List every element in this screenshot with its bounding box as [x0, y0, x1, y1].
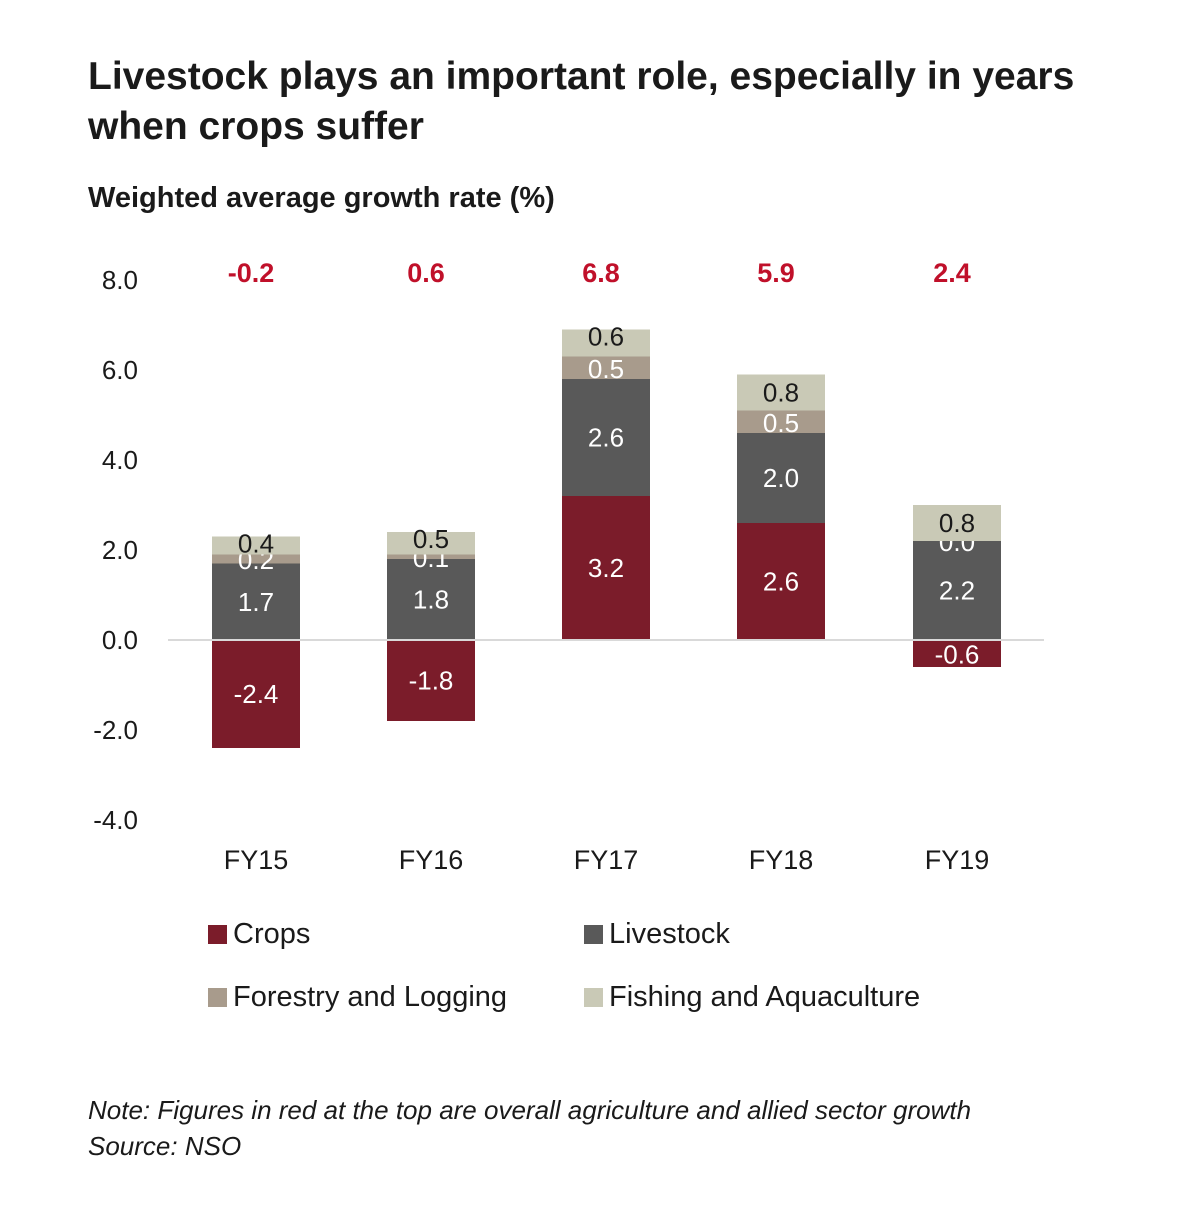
note-text: Note: Figures in red at the top are over…: [88, 1095, 972, 1125]
bar-segment-crops: [913, 640, 1001, 667]
segment-label: 0.8: [939, 508, 975, 538]
total-growth-label: 2.4: [933, 258, 971, 288]
legend-label-forestry: Forestry and Logging: [233, 981, 508, 1013]
x-tick-label: FY18: [749, 845, 814, 875]
source-text: Source: NSO: [88, 1131, 242, 1161]
segment-label: 2.6: [763, 567, 799, 597]
segment-label: 2.0: [763, 463, 799, 493]
total-growth-label: 6.8: [582, 258, 620, 288]
segment-label: 0.4: [238, 529, 274, 559]
bar-segment-fishing-and-aquaculture: [562, 329, 650, 357]
segment-label: 0.5: [413, 524, 449, 554]
legend-label-fishing: Fishing and Aquaculture: [609, 981, 921, 1013]
chart-title: Livestock plays an important role, espec…: [88, 55, 1075, 148]
bar-segment-fishing-and-aquaculture: [212, 536, 300, 555]
x-tick-label: FY15: [224, 845, 289, 875]
legend-swatch-livestock: [584, 925, 603, 944]
bar-segment-crops: [212, 640, 300, 748]
bar-segment-fishing-and-aquaculture: [913, 505, 1001, 541]
stacked-bar-chart: 8.06.04.02.00.0-2.0-4.0-2.41.70.20.4FY15…: [93, 258, 1044, 875]
y-tick-label: 4.0: [102, 445, 138, 475]
segment-label: 1.8: [413, 585, 449, 615]
legend-item-fishing: Fishing and Aquaculture: [584, 981, 920, 1014]
x-tick-label: FY16: [399, 845, 464, 875]
legend-item-forestry: Forestry and Logging: [208, 981, 507, 1014]
y-tick-label: 0.0: [102, 625, 138, 655]
segment-label: 0.8: [763, 378, 799, 408]
segment-label: -1.8: [409, 666, 454, 696]
bar-segment-livestock: [737, 433, 825, 523]
segment-label: 2.6: [588, 423, 624, 453]
x-tick-label: FY17: [574, 845, 639, 875]
legend-swatch-crops: [208, 925, 227, 944]
legend-swatch-forestry: [208, 988, 227, 1007]
bar-segment-forestry-and-logging: [387, 554, 475, 559]
bar-segment-crops: [387, 640, 475, 721]
segment-label: 2.2: [939, 576, 975, 606]
segment-label: 0.5: [588, 354, 624, 384]
total-growth-label: -0.2: [228, 258, 275, 288]
footnote: Note: Figures in red at the top are over…: [88, 1092, 1188, 1164]
segment-label: 0.5: [763, 408, 799, 438]
bar-segment-crops: [562, 496, 650, 640]
bar-segment-fishing-and-aquaculture: [737, 374, 825, 411]
bar-segment-crops: [737, 523, 825, 640]
segment-label: 3.2: [588, 553, 624, 583]
bar-segment-livestock: [387, 559, 475, 640]
bar-segment-forestry-and-logging: [212, 554, 300, 564]
total-growth-label: 0.6: [407, 258, 445, 288]
legend-swatch-fishing: [584, 988, 603, 1007]
legend-item-livestock: Livestock: [584, 918, 730, 951]
legend-label-livestock: Livestock: [609, 918, 730, 950]
legend-item-crops: Crops: [208, 918, 310, 951]
total-growth-label: 5.9: [757, 258, 795, 288]
bar-segment-livestock: [913, 541, 1001, 640]
bar-segment-fishing-and-aquaculture: [387, 532, 475, 555]
y-tick-label: 8.0: [102, 265, 138, 295]
bar-segment-livestock: [212, 563, 300, 640]
x-tick-label: FY19: [925, 845, 990, 875]
segment-label: -0.6: [935, 640, 980, 670]
bar-segment-livestock: [562, 379, 650, 496]
y-tick-label: -4.0: [93, 805, 138, 835]
segment-label: 0.6: [588, 322, 624, 352]
y-tick-label: 2.0: [102, 535, 138, 565]
y-tick-label: 6.0: [102, 355, 138, 385]
legend-label-crops: Crops: [233, 918, 311, 950]
segment-label: 1.7: [238, 587, 274, 617]
chart-subtitle: Weighted average growth rate (%): [88, 182, 555, 214]
segment-label: -2.4: [234, 679, 279, 709]
bar-segment-forestry-and-logging: [562, 356, 650, 379]
y-tick-label: -2.0: [93, 715, 138, 745]
bar-segment-forestry-and-logging: [737, 410, 825, 433]
